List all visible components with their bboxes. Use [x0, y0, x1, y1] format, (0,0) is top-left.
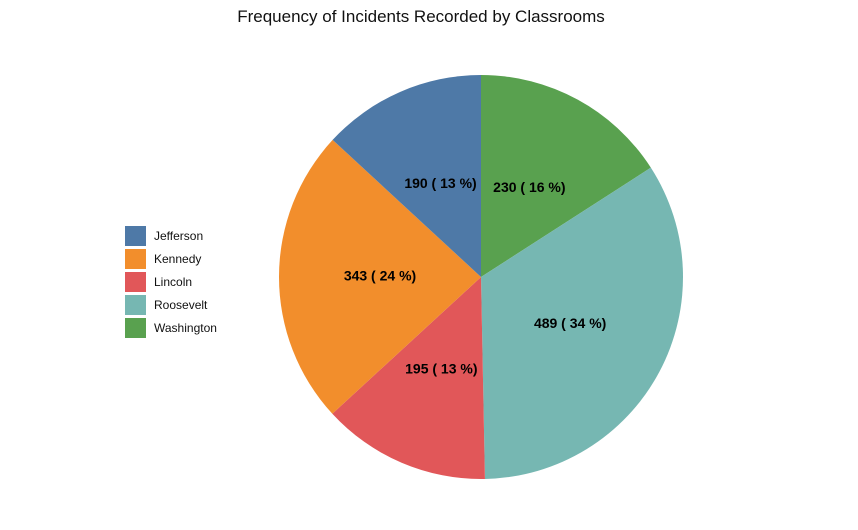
legend-item-roosevelt: Roosevelt: [125, 293, 217, 316]
slice-label-lincoln: 195 ( 13 %): [405, 361, 477, 377]
pie-slice-jefferson: [332, 75, 481, 277]
pie-slice-roosevelt: [481, 167, 683, 479]
legend-label-washington: Washington: [154, 320, 217, 335]
legend: Jefferson Kennedy Lincoln Roosevelt Wash…: [125, 224, 217, 339]
legend-item-jefferson: Jefferson: [125, 224, 217, 247]
legend-swatch-lincoln: [125, 271, 146, 292]
legend-swatch-jefferson: [125, 225, 146, 246]
slice-label-kennedy: 343 ( 24 %): [344, 268, 416, 284]
legend-label-lincoln: Lincoln: [154, 274, 193, 289]
pie-slice-washington: [481, 75, 651, 277]
legend-label-kennedy: Kennedy: [154, 251, 202, 266]
legend-label-jefferson: Jefferson: [154, 228, 204, 243]
pie-slice-kennedy: [279, 139, 481, 414]
legend-swatch-kennedy: [125, 248, 146, 269]
legend-swatch-roosevelt: [125, 294, 146, 315]
legend-label-roosevelt: Roosevelt: [154, 297, 208, 312]
slice-label-washington: 230 ( 16 %): [493, 179, 565, 195]
legend-item-kennedy: Kennedy: [125, 247, 217, 270]
slice-label-jefferson: 190 ( 13 %): [404, 175, 476, 191]
legend-item-washington: Washington: [125, 316, 217, 339]
legend-swatch-washington: [125, 317, 146, 338]
legend-item-lincoln: Lincoln: [125, 270, 217, 293]
chart-title: Frequency of Incidents Recorded by Class…: [237, 7, 605, 26]
slice-label-roosevelt: 489 ( 34 %): [534, 315, 606, 331]
pie-slice-lincoln: [332, 277, 485, 479]
